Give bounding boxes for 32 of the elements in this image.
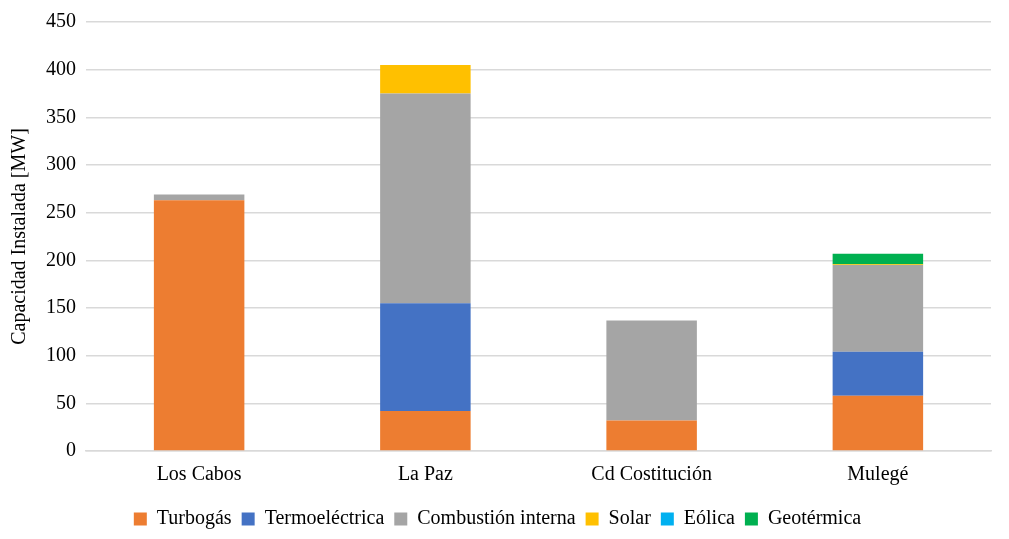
y-tick-label: 300 <box>46 152 76 175</box>
y-tick-label: 150 <box>46 295 76 318</box>
y-tick-label: 450 <box>46 9 76 32</box>
legend-label: Eólica <box>683 506 736 529</box>
y-tick-label: 350 <box>46 104 76 127</box>
bar <box>832 351 924 396</box>
y-tick-label: 250 <box>46 199 76 222</box>
legend-label: Turbogás <box>156 506 232 530</box>
bar <box>606 420 697 451</box>
x-tick-label: Cd Costitución <box>591 462 712 485</box>
bar <box>606 320 697 421</box>
y-tick-label: 0 <box>66 438 76 461</box>
x-tick-label: Los Cabos <box>156 462 242 485</box>
bar <box>832 395 924 451</box>
x-tick-label: Mulegé <box>847 462 909 486</box>
x-tick-label: La Paz <box>397 462 453 485</box>
y-tick-label: 200 <box>46 247 76 270</box>
y-axis-title: Capacidad Instalada [MW] <box>7 128 31 345</box>
bar <box>153 200 245 451</box>
bar <box>380 410 471 451</box>
bar <box>832 253 924 265</box>
bar <box>380 64 471 94</box>
legend-label: Solar <box>608 506 652 529</box>
bar <box>380 303 471 411</box>
legend-label: Combustión interna <box>417 506 576 529</box>
y-tick-label: 400 <box>46 56 76 79</box>
y-tick-label: 100 <box>46 342 76 365</box>
y-tick-label: 50 <box>56 390 76 413</box>
bar <box>832 265 924 352</box>
legend-label: Geotérmica <box>767 506 862 529</box>
bar <box>380 93 471 304</box>
legend-label: Termoeléctrica <box>264 506 385 529</box>
